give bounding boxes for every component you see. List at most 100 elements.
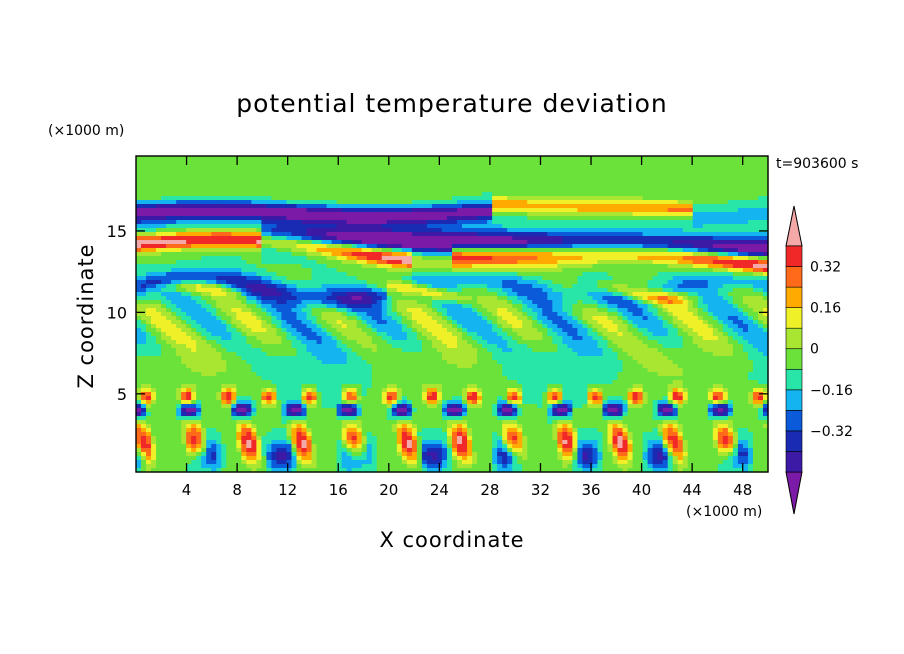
field-cell [406,232,413,237]
field-cell [697,276,704,281]
field-cell [331,224,338,229]
field-cell [161,156,167,161]
field-cell [637,276,644,281]
field-cell [201,196,207,201]
field-cell [682,308,689,313]
field-cell [487,256,493,261]
field-cell [401,236,408,241]
field-cell [602,264,609,269]
field-cell [136,300,142,305]
field-cell [542,264,548,269]
field-cell [562,276,568,281]
field-cell [441,236,448,241]
field-cell [181,176,187,181]
field-cell [296,272,303,277]
field-cell [356,200,363,205]
field-cell [572,160,578,165]
field-cell [507,208,513,213]
field-cell [692,176,699,181]
field-cell [657,304,664,309]
field-cell [216,228,222,233]
field-cell [421,272,428,277]
field-cell [472,196,478,201]
field-cell [446,272,453,277]
field-cell [712,200,719,205]
field-cell [291,300,298,305]
field-cell [431,256,438,261]
field-cell [707,292,714,297]
field-cell [762,172,769,177]
field-cell [647,252,654,257]
field-cell [617,156,624,161]
field-cell [552,224,558,229]
field-cell [542,184,548,189]
field-cell [687,164,694,169]
field-cell [226,204,232,209]
field-cell [537,180,543,185]
field-cell [517,296,523,301]
field-cell [221,260,227,265]
field-cell [181,312,187,317]
field-cell [351,236,358,241]
field-cell [647,292,654,297]
field-cell [376,188,383,193]
field-cell [742,172,749,177]
field-cell [517,264,523,269]
field-cell [331,256,338,261]
field-cell [752,264,759,269]
field-cell [321,156,328,161]
field-cell [316,200,323,205]
field-cell [256,244,262,249]
field-cell [416,260,423,265]
field-cell [722,244,729,249]
field-cell [376,224,383,229]
field-cell [757,212,764,217]
field-cell [186,220,192,225]
field-cell [697,228,704,233]
field-cell [441,204,448,209]
field-cell [667,260,674,265]
field-cell [166,304,172,309]
field-cell [492,220,498,225]
field-cell [602,204,609,209]
field-cell [301,288,308,293]
field-cell [497,220,503,225]
field-cell [557,256,563,261]
field-cell [552,188,558,193]
field-cell [196,296,202,301]
field-cell [677,196,684,201]
field-cell [161,284,167,289]
field-cell [406,188,413,193]
field-cell [722,232,729,237]
field-cell [757,268,764,273]
field-cell [682,184,689,189]
field-cell [411,208,418,213]
field-cell [672,196,679,201]
field-cell [246,292,252,297]
field-cell [717,216,724,221]
field-cell [316,244,323,249]
field-cell [527,244,533,249]
field-cell [512,272,518,277]
field-cell [201,248,207,253]
field-cell [717,224,724,229]
field-cell [482,244,488,249]
field-cell [532,272,538,277]
field-cell [457,300,463,305]
field-cell [171,160,177,165]
field-cell [577,180,584,185]
field-cell [692,248,699,253]
field-cell [477,172,483,177]
field-cell [542,260,548,265]
field-cell [627,244,634,249]
field-cell [421,240,428,245]
field-cell [762,232,769,237]
field-cell [607,208,614,213]
field-cell [642,188,649,193]
field-cell [256,180,262,185]
field-cell [632,200,639,205]
field-cell [467,224,473,229]
field-cell [577,156,584,161]
field-cell [171,276,177,281]
field-cell [707,196,714,201]
